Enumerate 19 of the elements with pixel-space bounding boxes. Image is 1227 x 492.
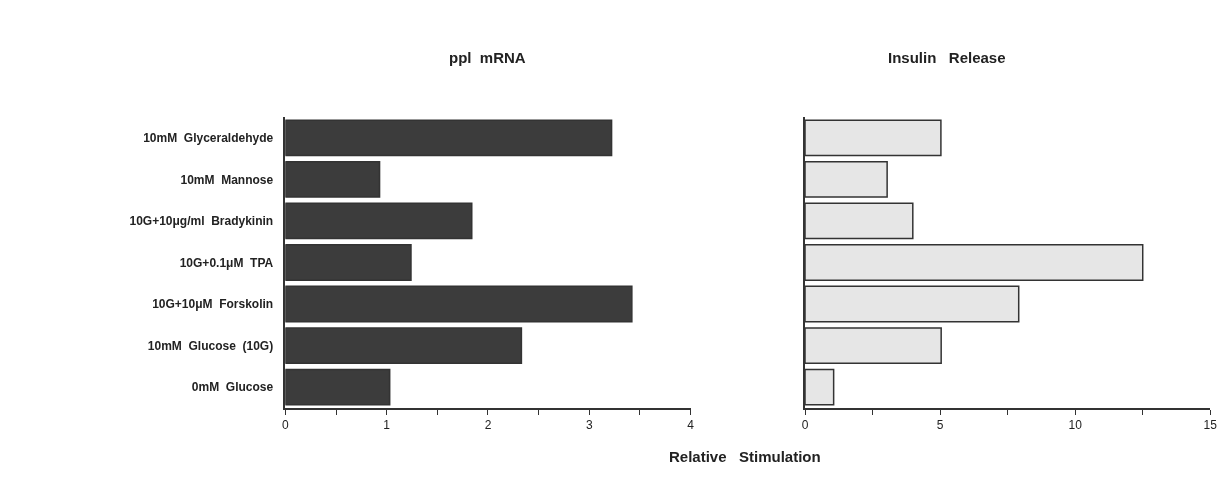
x-tick-label: 3 (585, 418, 593, 433)
y-tick-label: 10G+10μg/ml Bradykinin (129, 214, 274, 229)
x-tick-label: 1 (383, 418, 391, 433)
x-tick-label: 2 (484, 418, 492, 433)
y-tick-label: 10mM Glyceraldehyde (143, 131, 274, 146)
chart-title: Insulin Release (888, 49, 1006, 66)
x-tick-label: 0 (801, 418, 809, 433)
y-tick-label: 10mM Mannose (180, 172, 274, 187)
x-tick-label: 15 (1203, 418, 1218, 433)
text: Relative Stimulation (669, 448, 821, 465)
y-tick-label: 10G+0.1μM TPA (179, 255, 274, 270)
y-tick-label: 10mM Glucose (10G) (147, 338, 274, 353)
chart-title: ppl mRNA (449, 49, 526, 66)
x-tick-label: 10 (1068, 418, 1083, 433)
x-tick-label: 5 (936, 418, 944, 433)
x-tick-label: 4 (687, 418, 695, 433)
x-tick-label: 0 (282, 418, 289, 433)
y-tick-label: 10G+10μM Forskolin (152, 297, 274, 312)
y-tick-label: 0mM Glucose (191, 380, 274, 395)
